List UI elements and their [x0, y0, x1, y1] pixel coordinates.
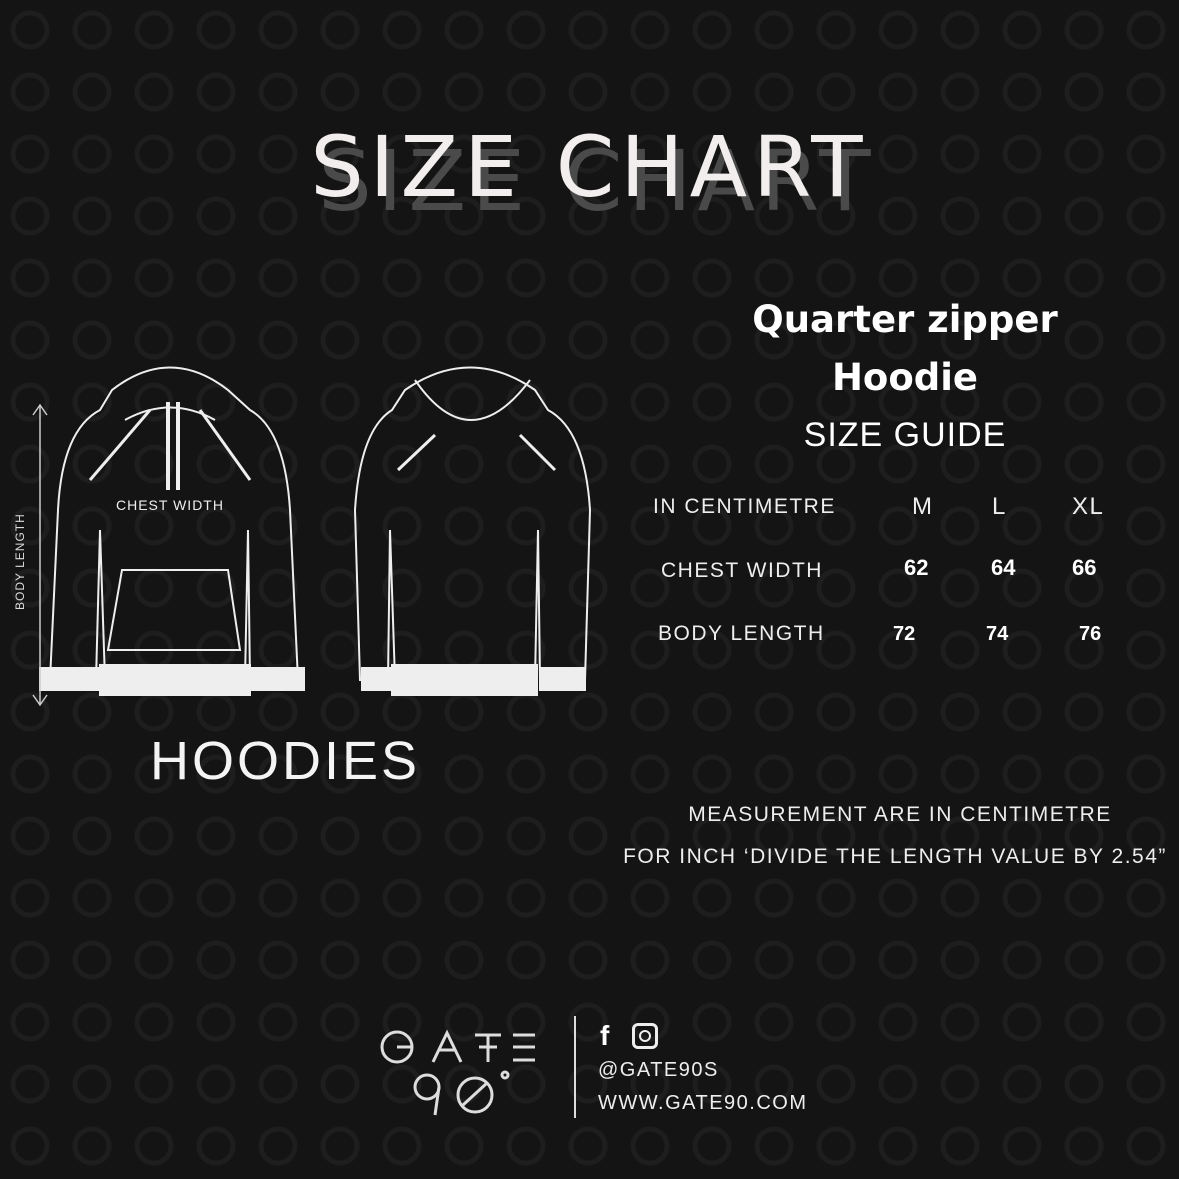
category-label: HOODIES: [150, 731, 421, 791]
note-line1: MEASUREMENT ARE IN CENTIMETRE: [688, 803, 1112, 826]
chest-l: 64: [991, 555, 1016, 580]
body-xl: 76: [1079, 623, 1102, 645]
size-guide-heading: SIZE GUIDE: [803, 416, 1007, 454]
website-link[interactable]: WWW.GATE90.COM: [598, 1092, 808, 1114]
facebook-icon[interactable]: f: [600, 1020, 610, 1051]
row-label-body: BODY LENGTH: [658, 622, 825, 645]
note-line2: FOR INCH ‘DIVIDE THE LENGTH VALUE BY 2.5…: [623, 845, 1167, 868]
page-title: SIZE CHART: [310, 118, 869, 216]
row-label-chest: CHEST WIDTH: [661, 559, 823, 582]
gate90-logo: [380, 1029, 535, 1116]
chest-xl: 66: [1072, 555, 1097, 580]
unit-header: IN CENTIMETRE: [653, 495, 836, 518]
body-l: 74: [986, 623, 1009, 645]
body-length-label: BODY LENGTH: [13, 513, 27, 610]
size-header-m: M: [912, 493, 934, 520]
size-header-l: L: [992, 493, 1007, 520]
front-hoodie-drawing: [39, 366, 305, 696]
body-m: 72: [893, 623, 916, 645]
chest-width-label: CHEST WIDTH: [116, 497, 224, 513]
instagram-icon[interactable]: [632, 1023, 658, 1049]
body-length-arrow: [32, 403, 48, 707]
footer-divider: [574, 1016, 576, 1118]
hoodie-illustration: BODY LENGTH CHEST WIDTH: [13, 366, 592, 707]
back-hoodie-drawing: [353, 366, 592, 696]
product-name-line2: Hoodie: [831, 356, 979, 399]
chest-m: 62: [904, 555, 929, 580]
social-handle[interactable]: @GATE90S: [598, 1059, 719, 1081]
size-header-xl: XL: [1072, 493, 1105, 520]
product-name-line1: Quarter zipper: [752, 298, 1058, 341]
